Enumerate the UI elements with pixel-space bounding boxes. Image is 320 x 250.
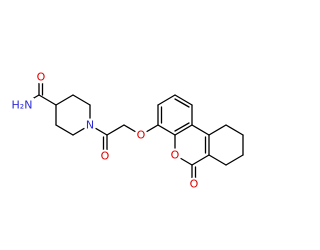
bond xyxy=(225,154,244,166)
bond xyxy=(55,94,74,106)
bond xyxy=(174,124,193,136)
bond xyxy=(191,124,210,136)
bond xyxy=(157,124,176,136)
bond xyxy=(225,124,244,136)
bond xyxy=(106,124,125,136)
bond xyxy=(174,98,190,108)
bond xyxy=(208,124,227,136)
atom-label: O xyxy=(37,71,46,84)
atom-label: O xyxy=(137,129,146,142)
bond xyxy=(191,154,210,166)
atom-label: N xyxy=(86,119,94,132)
bond xyxy=(157,94,176,106)
bond xyxy=(174,94,193,106)
label-mask xyxy=(187,177,201,191)
atom-label: H₂N xyxy=(12,99,33,112)
bond xyxy=(72,94,91,106)
bond xyxy=(38,94,57,106)
bond xyxy=(55,124,74,136)
atom-label: O xyxy=(171,149,180,162)
molecule-diagram: H₂N O N O O O O xyxy=(10,70,244,191)
bond xyxy=(208,154,227,166)
atom-labels: H₂N O N O O O O xyxy=(10,70,201,191)
label-mask xyxy=(168,148,182,162)
atom-label: O xyxy=(101,150,110,163)
atom-label: O xyxy=(190,178,199,191)
label-mask xyxy=(134,128,148,142)
bond xyxy=(174,122,190,132)
label-mask xyxy=(98,149,112,163)
bonds xyxy=(21,76,244,184)
label-mask xyxy=(34,70,48,84)
label-mask xyxy=(83,118,97,132)
label-mask xyxy=(10,98,34,112)
